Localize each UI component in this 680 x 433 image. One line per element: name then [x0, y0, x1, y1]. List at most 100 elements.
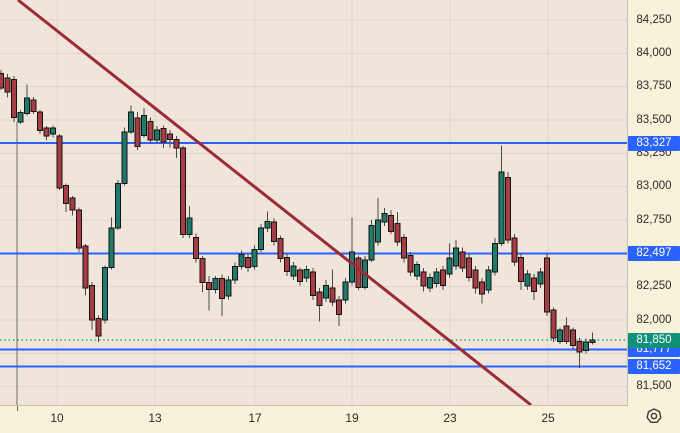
candle-up	[115, 182, 121, 229]
candle-down	[355, 257, 362, 288]
candle-down	[505, 176, 511, 241]
candle-down	[544, 257, 550, 313]
candles	[0, 70, 596, 368]
candle-down	[550, 309, 557, 339]
candle-down	[336, 299, 342, 316]
candle-up	[50, 127, 56, 135]
candle-down	[563, 325, 570, 342]
candle-down	[193, 236, 199, 260]
trendline[interactable]	[17, 0, 532, 405]
candle-up	[524, 273, 531, 287]
time-label-13: 13	[148, 411, 162, 425]
candle-down	[531, 277, 537, 292]
candle-up	[498, 171, 505, 244]
price-label-82000: 82,000	[636, 313, 672, 326]
price-badge-81850: 81,850	[628, 332, 680, 348]
candle-down	[472, 269, 479, 289]
price-badge-81652: 81,652	[628, 358, 680, 374]
candle-up	[17, 112, 24, 123]
time-label-19: 19	[345, 411, 359, 425]
candle-up	[232, 266, 238, 281]
candle-up	[323, 284, 329, 299]
settings-icon-dot	[650, 412, 658, 420]
candle-up	[414, 264, 420, 277]
candle-up	[375, 219, 381, 243]
candle-up	[141, 114, 147, 136]
candle-up	[537, 271, 544, 285]
candle-down	[56, 135, 63, 189]
candle-up	[342, 281, 349, 301]
candle-down	[297, 269, 303, 282]
candle-down	[310, 271, 316, 296]
candle-up	[589, 339, 596, 344]
candle-down	[401, 236, 407, 259]
candle-down	[576, 340, 583, 353]
candle-up	[349, 251, 355, 283]
candle-down	[277, 238, 284, 260]
candle-down	[4, 77, 11, 93]
candle-down	[63, 184, 69, 204]
time-label-17: 17	[248, 411, 262, 425]
price-label-84000: 84,000	[636, 46, 672, 59]
candle-up	[381, 212, 388, 223]
candle-up	[258, 227, 264, 250]
candle-down	[479, 281, 485, 295]
candle-down	[199, 258, 206, 284]
candle-down	[89, 284, 95, 321]
candle-down	[329, 287, 336, 303]
candle-up	[108, 227, 115, 268]
candle-down	[459, 251, 466, 269]
candle-up	[251, 248, 258, 268]
candle-down	[167, 133, 173, 140]
price-label-83500: 83,500	[636, 113, 672, 126]
candle-down	[245, 256, 251, 268]
candle-down	[134, 117, 141, 148]
time-label-10: 10	[50, 411, 64, 425]
price-label-83750: 83,750	[636, 80, 672, 93]
candle-down	[180, 147, 186, 236]
candle-up	[485, 269, 492, 291]
price-label-84250: 84,250	[636, 13, 672, 26]
candle-up	[303, 268, 310, 279]
candle-up	[24, 97, 30, 114]
candle-up	[427, 276, 433, 289]
candle-down	[69, 197, 76, 211]
gridlines	[0, 0, 627, 405]
candle-down	[160, 128, 167, 143]
candle-down	[420, 271, 427, 287]
candle-down	[284, 256, 290, 272]
candle-down	[394, 222, 401, 243]
candle-down	[11, 78, 17, 118]
candle-down	[76, 209, 82, 249]
time-axis-tick	[17, 406, 18, 411]
candle-down	[82, 245, 89, 289]
candle-down	[219, 278, 225, 300]
price-label-83000: 83,000	[636, 180, 672, 193]
price-label-81500: 81,500	[636, 380, 672, 393]
candle-up	[583, 341, 589, 352]
candle-down	[388, 214, 394, 232]
candle-down	[147, 120, 154, 141]
price-axis[interactable]: 84,250 84,000 83,750 83,500 83,250 83,000 82,7…	[628, 0, 680, 405]
candle-down	[37, 111, 43, 132]
candle-down	[440, 269, 446, 286]
candle-up	[121, 131, 128, 184]
candle-up	[186, 217, 193, 236]
candle-up	[290, 265, 297, 277]
candle-down	[570, 329, 576, 346]
candle-up	[102, 266, 108, 321]
time-label-23: 23	[443, 411, 457, 425]
price-scale-settings-icon[interactable]	[645, 407, 663, 425]
time-axis[interactable]: 10 13 17 19 23 25	[0, 406, 680, 433]
candlestick-plot[interactable]	[0, 0, 628, 406]
candle-up	[225, 279, 232, 297]
candle-up	[446, 257, 453, 275]
candle-down	[407, 254, 414, 273]
candle-up	[433, 271, 440, 284]
candle-down	[0, 72, 4, 89]
price-badge-82497: 82,497	[628, 246, 680, 262]
plot-canvas[interactable]	[0, 0, 627, 405]
candle-up	[154, 129, 160, 141]
time-label-25: 25	[541, 411, 555, 425]
price-badge-83327: 83,327	[628, 135, 680, 151]
